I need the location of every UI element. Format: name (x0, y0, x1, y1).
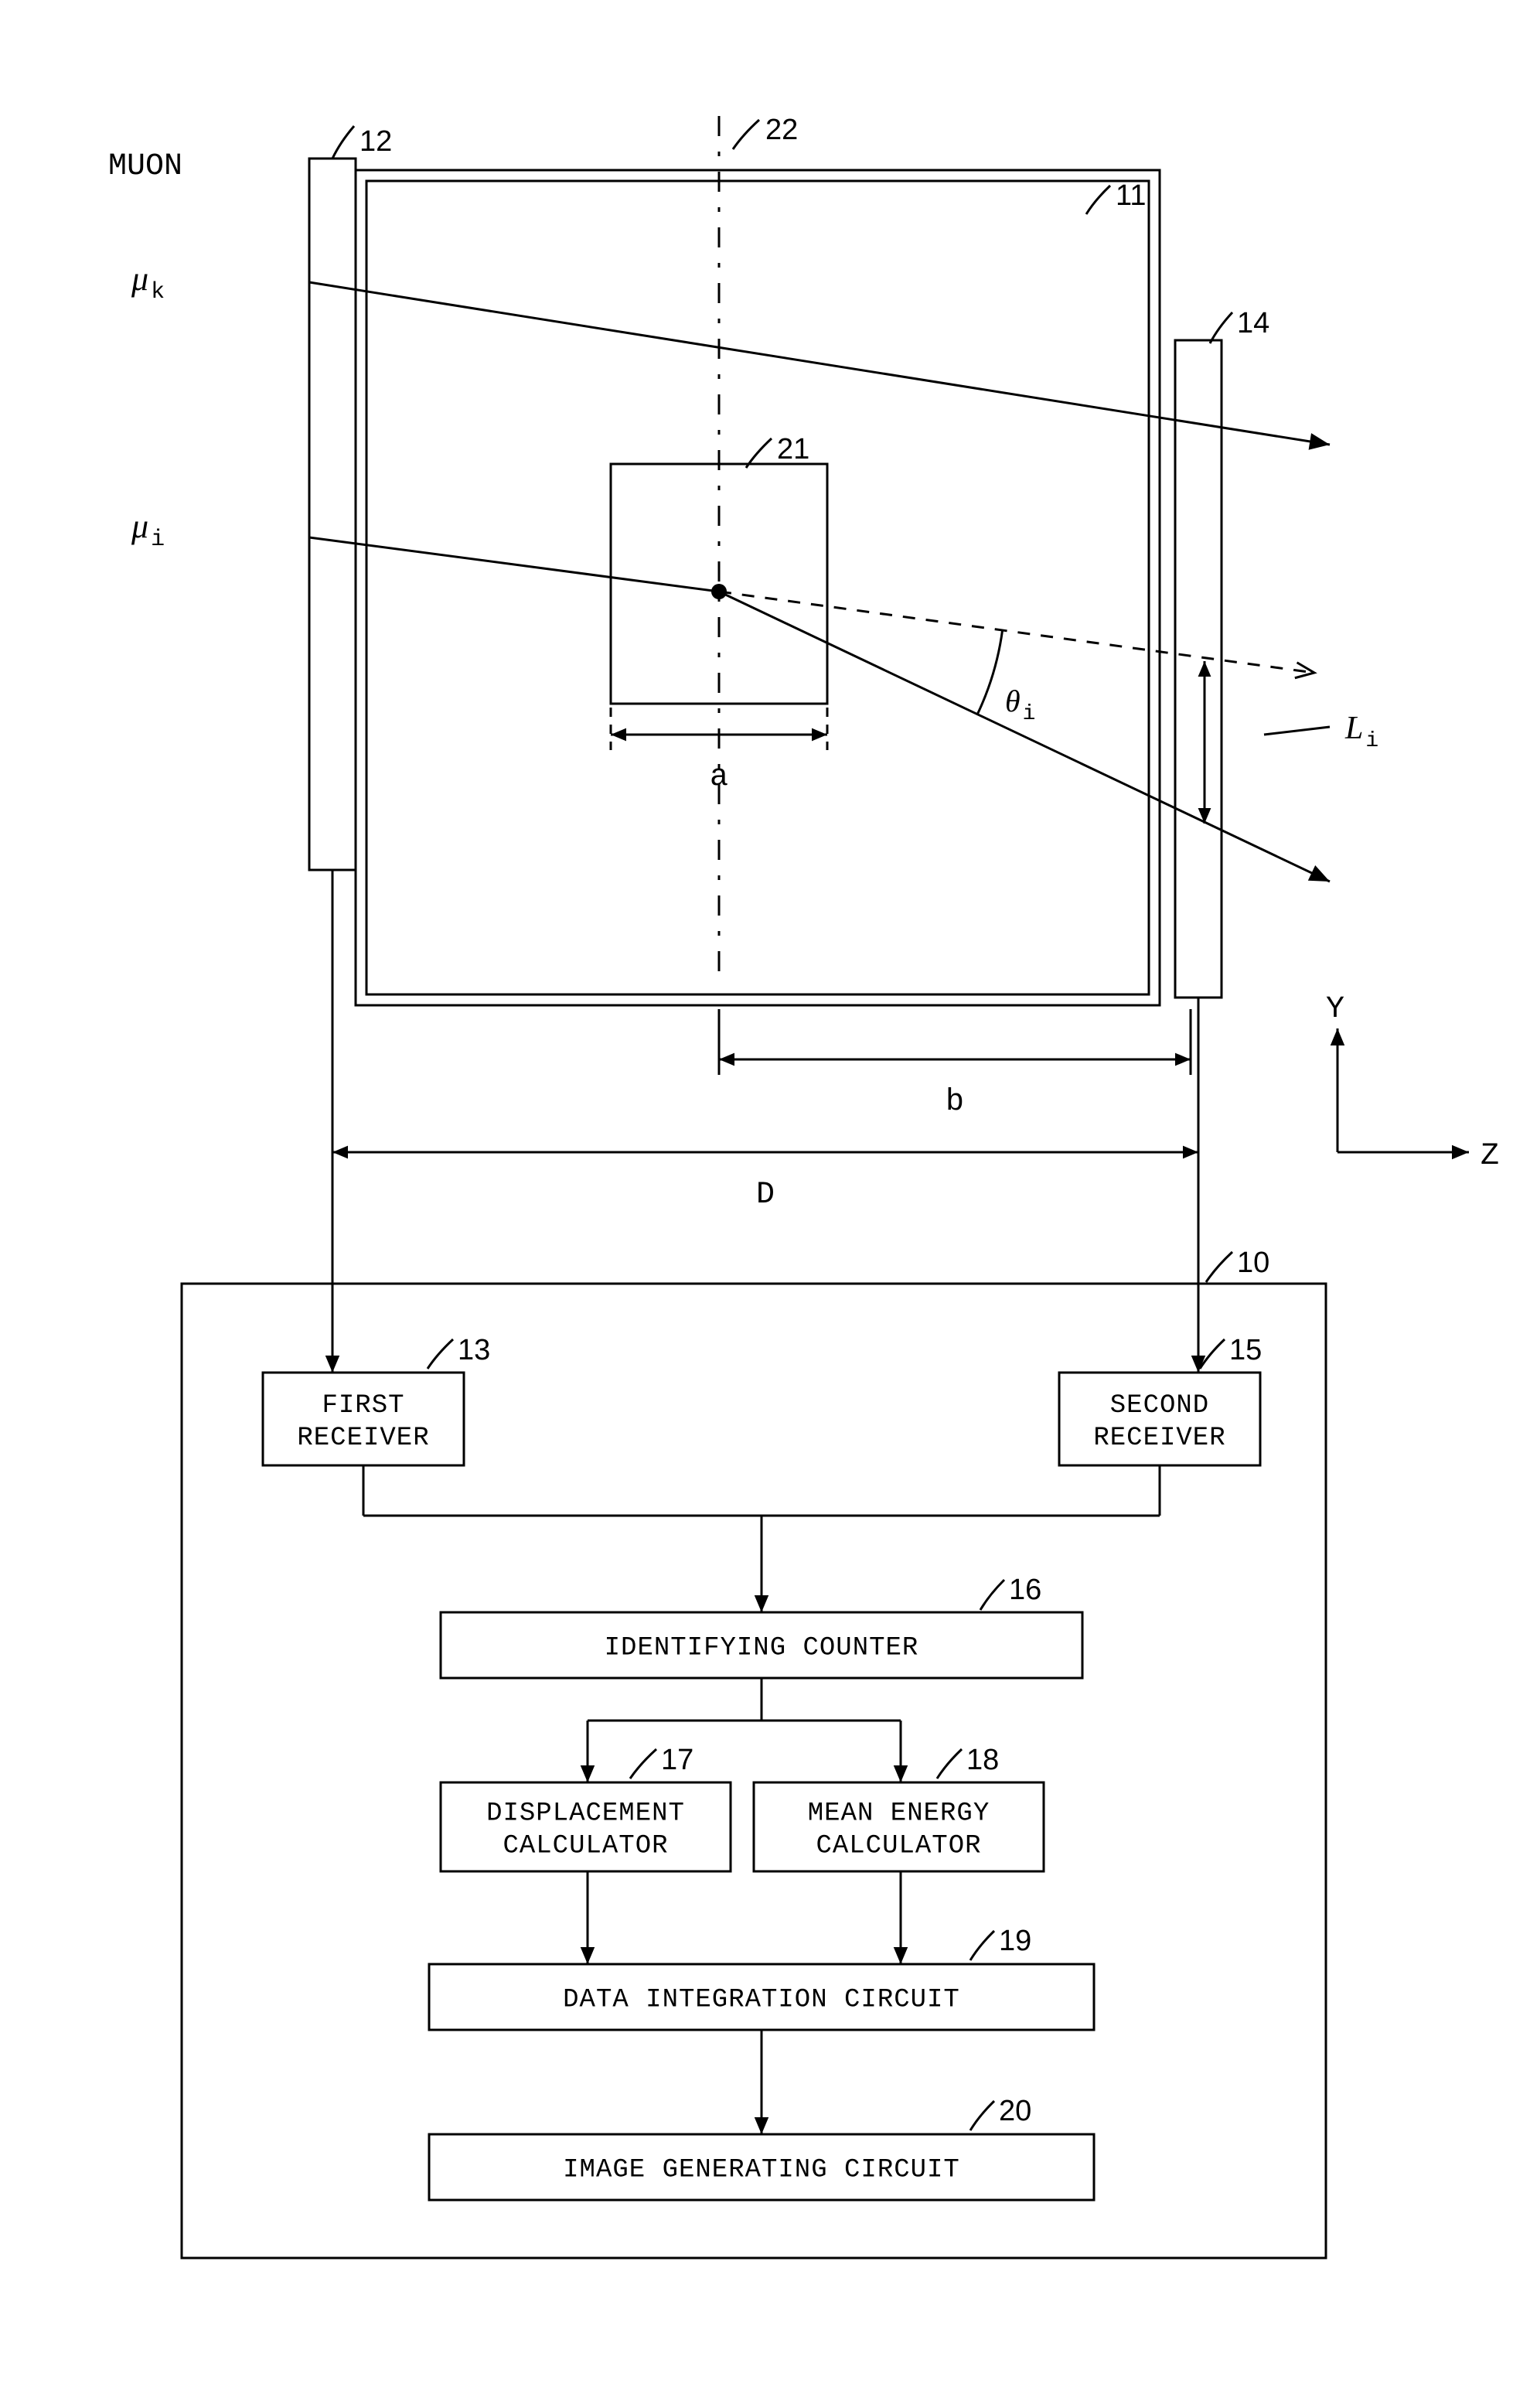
ref-17: 17 (661, 1744, 693, 1776)
ref-13-leader (428, 1339, 453, 1369)
ref-13: 13 (458, 1334, 490, 1366)
ref-15: 15 (1229, 1334, 1262, 1366)
svg-text:RECEIVER: RECEIVER (1093, 1424, 1225, 1453)
detector-14 (1175, 340, 1222, 998)
ref-22-leader (733, 120, 759, 149)
ref-22: 22 (765, 114, 798, 146)
svg-text:IMAGE GENERATING CIRCUIT: IMAGE GENERATING CIRCUIT (563, 2156, 960, 2185)
ref-10-leader (1206, 1252, 1232, 1282)
svg-text:DATA INTEGRATION CIRCUIT: DATA INTEGRATION CIRCUIT (563, 1986, 960, 2015)
svg-text:a: a (710, 760, 728, 795)
ref-18: 18 (966, 1744, 999, 1776)
theta-i-label: θi (1005, 684, 1035, 726)
svg-text:DISPLACEMENT: DISPLACEMENT (486, 1799, 685, 1829)
svg-text:FIRST: FIRST (322, 1391, 404, 1421)
ref-19: 19 (999, 1925, 1031, 1957)
svg-text:CALCULATOR: CALCULATOR (503, 1832, 668, 1861)
svg-text:CALCULATOR: CALCULATOR (816, 1832, 981, 1861)
ref-12: 12 (359, 125, 392, 158)
ref-18-leader (937, 1749, 962, 1779)
detector-12 (309, 159, 356, 870)
second-receiver-15: SECOND RECEIVER (1093, 1391, 1225, 1453)
svg-text:D: D (756, 1178, 775, 1213)
ref-10: 10 (1237, 1247, 1269, 1279)
ref-16-leader (980, 1580, 1004, 1610)
svg-text:Z: Z (1481, 1139, 1499, 1174)
ref-17-leader (630, 1749, 656, 1779)
displacement-calculator-17: DISPLACEMENT CALCULATOR (486, 1799, 685, 1861)
mu-i-label: μi (131, 507, 165, 553)
ref-14-leader (1210, 312, 1232, 343)
ref-20: 20 (999, 2095, 1031, 2127)
ref-16: 16 (1009, 1574, 1041, 1606)
scatter-point (711, 584, 727, 599)
ref-14: 14 (1237, 307, 1269, 339)
container-11-outer (356, 170, 1160, 1005)
image-generating-circuit-20: IMAGE GENERATING CIRCUIT (563, 2156, 960, 2185)
svg-text:Y: Y (1326, 992, 1344, 1027)
ref-12-leader (332, 126, 354, 159)
svg-text:RECEIVER: RECEIVER (297, 1424, 429, 1453)
svg-text:MEAN ENERGY: MEAN ENERGY (808, 1799, 990, 1829)
first-receiver-13: FIRST RECEIVER (297, 1391, 429, 1453)
ref-21: 21 (777, 433, 809, 466)
ref-11: 11 (1116, 179, 1146, 212)
mean-energy-calculator-18: MEAN ENERGY CALCULATOR (808, 1799, 990, 1861)
mu-k-label: μk (131, 260, 165, 305)
svg-text:IDENTIFYING COUNTER: IDENTIFYING COUNTER (605, 1634, 919, 1663)
svg-text:b: b (946, 1085, 964, 1120)
ref-19-leader (970, 1931, 994, 1960)
identifying-counter-16: IDENTIFYING COUNTER (605, 1634, 919, 1663)
data-integration-circuit-19: DATA INTEGRATION CIRCUIT (563, 1986, 960, 2015)
ref-20-leader (970, 2101, 994, 2130)
ref-15-leader (1200, 1339, 1225, 1369)
container-11-inner (366, 181, 1149, 994)
ref-11-leader (1086, 186, 1110, 214)
L-i-label: Li (1344, 711, 1378, 753)
muon-label: MUON (108, 149, 182, 184)
svg-text:SECOND: SECOND (1110, 1391, 1209, 1421)
